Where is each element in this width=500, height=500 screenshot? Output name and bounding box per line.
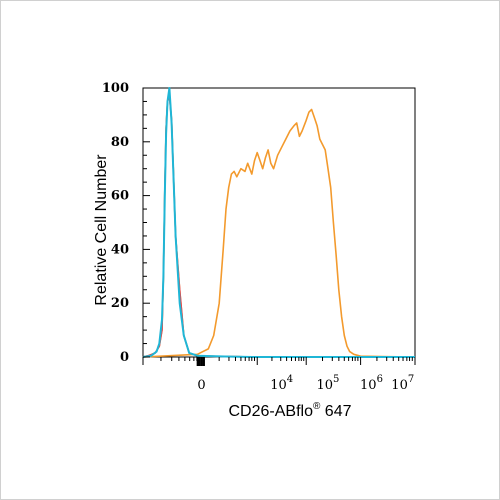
x-tick-label: 0 bbox=[197, 378, 205, 393]
y-tick-label: 0 bbox=[120, 350, 129, 365]
y-axis: 0 20 40 60 80 100 bbox=[102, 81, 150, 365]
y-tick-label: 80 bbox=[111, 135, 129, 150]
x-axis-label: CD26-ABflo® 647 bbox=[229, 401, 352, 420]
x-axis-label-main: CD26-ABflo bbox=[229, 403, 314, 420]
plot-border bbox=[142, 87, 416, 358]
plot-area bbox=[142, 87, 416, 358]
y-tick-label: 20 bbox=[111, 296, 129, 311]
y-axis-label: Relative Cell Number bbox=[93, 154, 110, 306]
x-tick-label: 104 bbox=[270, 374, 293, 393]
series-line-3 bbox=[142, 108, 416, 358]
y-tick-label: 100 bbox=[102, 81, 129, 96]
series-line-1 bbox=[142, 92, 415, 358]
x-axis-label-sup: ® bbox=[313, 401, 321, 412]
y-tick-label: 40 bbox=[111, 242, 129, 257]
x-axis: 0 104 105 106 107 bbox=[142, 357, 416, 393]
x-tick-label: 107 bbox=[391, 374, 414, 393]
series-line-4 bbox=[142, 87, 415, 358]
series-layer bbox=[142, 87, 416, 358]
y-tick-label: 60 bbox=[111, 189, 129, 204]
x-tick-label: 105 bbox=[316, 374, 339, 393]
x-axis-label-rest: 647 bbox=[320, 403, 351, 420]
series-line-2 bbox=[142, 95, 415, 358]
x-tick-label: 106 bbox=[360, 374, 383, 393]
